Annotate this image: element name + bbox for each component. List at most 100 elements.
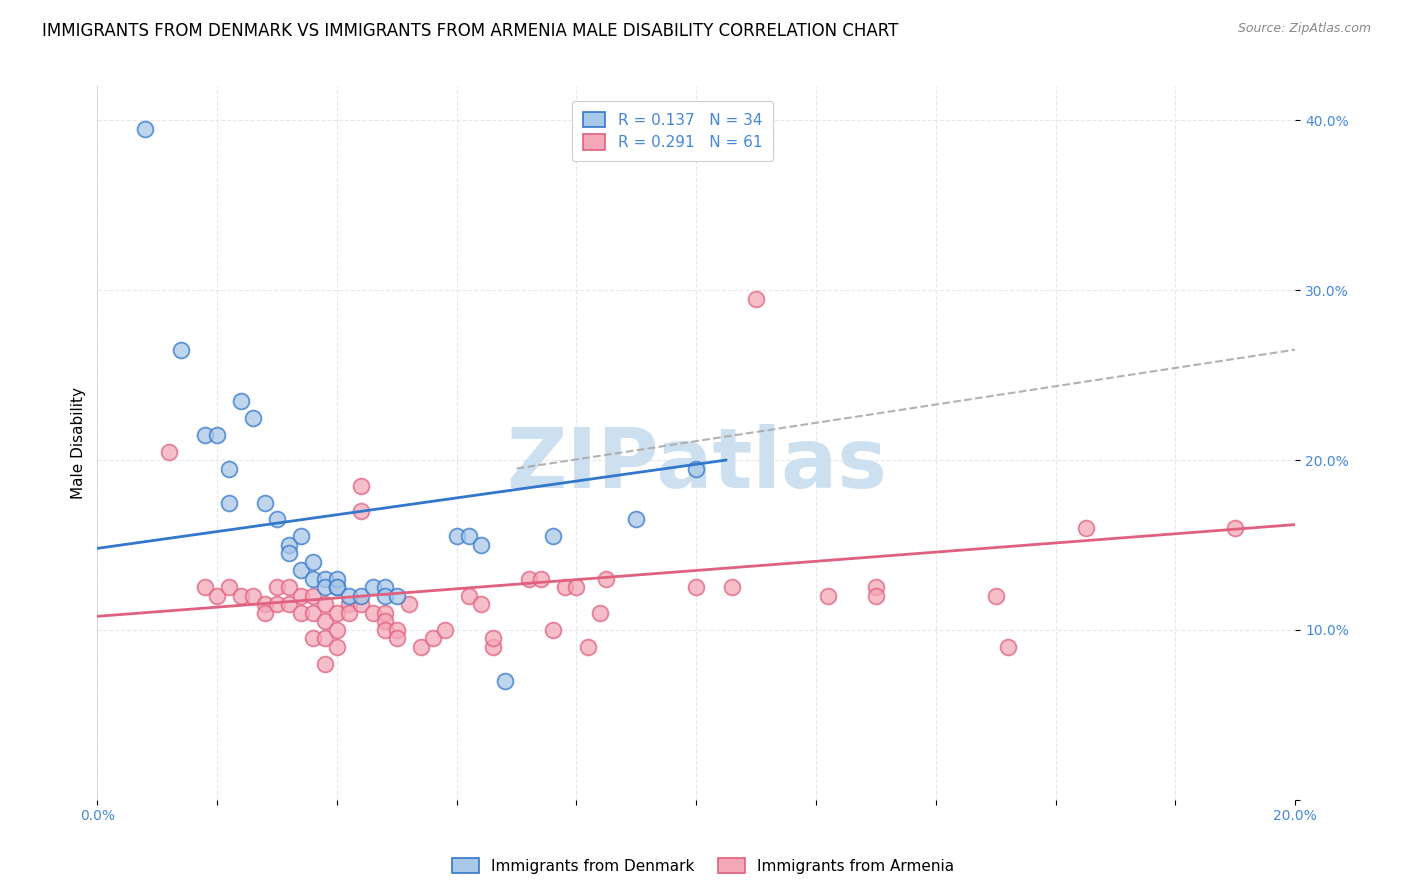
Point — [302, 572, 325, 586]
Point — [595, 572, 617, 586]
Point — [578, 640, 600, 654]
Point — [278, 598, 301, 612]
Point — [266, 598, 288, 612]
Point — [326, 581, 349, 595]
Point — [361, 581, 384, 595]
Point — [589, 606, 612, 620]
Point — [457, 529, 479, 543]
Point — [278, 538, 301, 552]
Point — [290, 564, 312, 578]
Y-axis label: Male Disability: Male Disability — [72, 387, 86, 499]
Point — [350, 478, 373, 492]
Point — [290, 606, 312, 620]
Point — [314, 657, 336, 671]
Point — [457, 589, 479, 603]
Point — [326, 606, 349, 620]
Point — [1074, 521, 1097, 535]
Point — [266, 581, 288, 595]
Point — [374, 581, 396, 595]
Point — [1225, 521, 1247, 535]
Point — [242, 410, 264, 425]
Point — [361, 606, 384, 620]
Point — [385, 623, 408, 637]
Point — [266, 512, 288, 526]
Point — [290, 589, 312, 603]
Point — [997, 640, 1019, 654]
Point — [302, 606, 325, 620]
Point — [337, 598, 360, 612]
Point — [385, 632, 408, 646]
Point — [302, 589, 325, 603]
Point — [374, 606, 396, 620]
Point — [218, 581, 240, 595]
Text: Source: ZipAtlas.com: Source: ZipAtlas.com — [1237, 22, 1371, 36]
Point — [290, 529, 312, 543]
Point — [494, 673, 516, 688]
Point — [350, 589, 373, 603]
Point — [409, 640, 432, 654]
Point — [721, 581, 744, 595]
Point — [685, 581, 707, 595]
Point — [170, 343, 193, 357]
Point — [254, 606, 277, 620]
Point — [398, 598, 420, 612]
Point — [817, 589, 839, 603]
Point — [218, 461, 240, 475]
Point — [481, 632, 503, 646]
Point — [278, 546, 301, 560]
Point — [554, 581, 576, 595]
Point — [314, 598, 336, 612]
Point — [194, 581, 217, 595]
Point — [314, 615, 336, 629]
Point — [337, 606, 360, 620]
Point — [541, 529, 564, 543]
Point — [218, 495, 240, 509]
Point — [205, 589, 228, 603]
Point — [229, 589, 252, 603]
Point — [374, 589, 396, 603]
Text: IMMIGRANTS FROM DENMARK VS IMMIGRANTS FROM ARMENIA MALE DISABILITY CORRELATION C: IMMIGRANTS FROM DENMARK VS IMMIGRANTS FR… — [42, 22, 898, 40]
Text: ZIPatlas: ZIPatlas — [506, 424, 887, 505]
Point — [626, 512, 648, 526]
Point — [326, 623, 349, 637]
Point — [314, 572, 336, 586]
Point — [302, 555, 325, 569]
Point — [157, 444, 180, 458]
Point — [254, 495, 277, 509]
Point — [433, 623, 456, 637]
Point — [229, 393, 252, 408]
Point — [350, 504, 373, 518]
Point — [529, 572, 551, 586]
Point — [374, 615, 396, 629]
Point — [134, 121, 156, 136]
Legend: Immigrants from Denmark, Immigrants from Armenia: Immigrants from Denmark, Immigrants from… — [446, 852, 960, 880]
Point — [565, 581, 588, 595]
Point — [314, 632, 336, 646]
Point — [194, 427, 217, 442]
Point — [302, 632, 325, 646]
Point — [326, 572, 349, 586]
Point — [326, 581, 349, 595]
Point — [278, 581, 301, 595]
Point — [745, 292, 768, 306]
Point — [314, 581, 336, 595]
Point — [422, 632, 444, 646]
Point — [242, 589, 264, 603]
Legend: R = 0.137   N = 34, R = 0.291   N = 61: R = 0.137 N = 34, R = 0.291 N = 61 — [572, 101, 773, 161]
Point — [541, 623, 564, 637]
Point — [517, 572, 540, 586]
Point — [984, 589, 1007, 603]
Point — [470, 598, 492, 612]
Point — [865, 581, 887, 595]
Point — [374, 623, 396, 637]
Point — [337, 589, 360, 603]
Point — [350, 598, 373, 612]
Point — [685, 461, 707, 475]
Point — [326, 640, 349, 654]
Point — [865, 589, 887, 603]
Point — [385, 589, 408, 603]
Point — [254, 598, 277, 612]
Point — [481, 640, 503, 654]
Point — [470, 538, 492, 552]
Point — [205, 427, 228, 442]
